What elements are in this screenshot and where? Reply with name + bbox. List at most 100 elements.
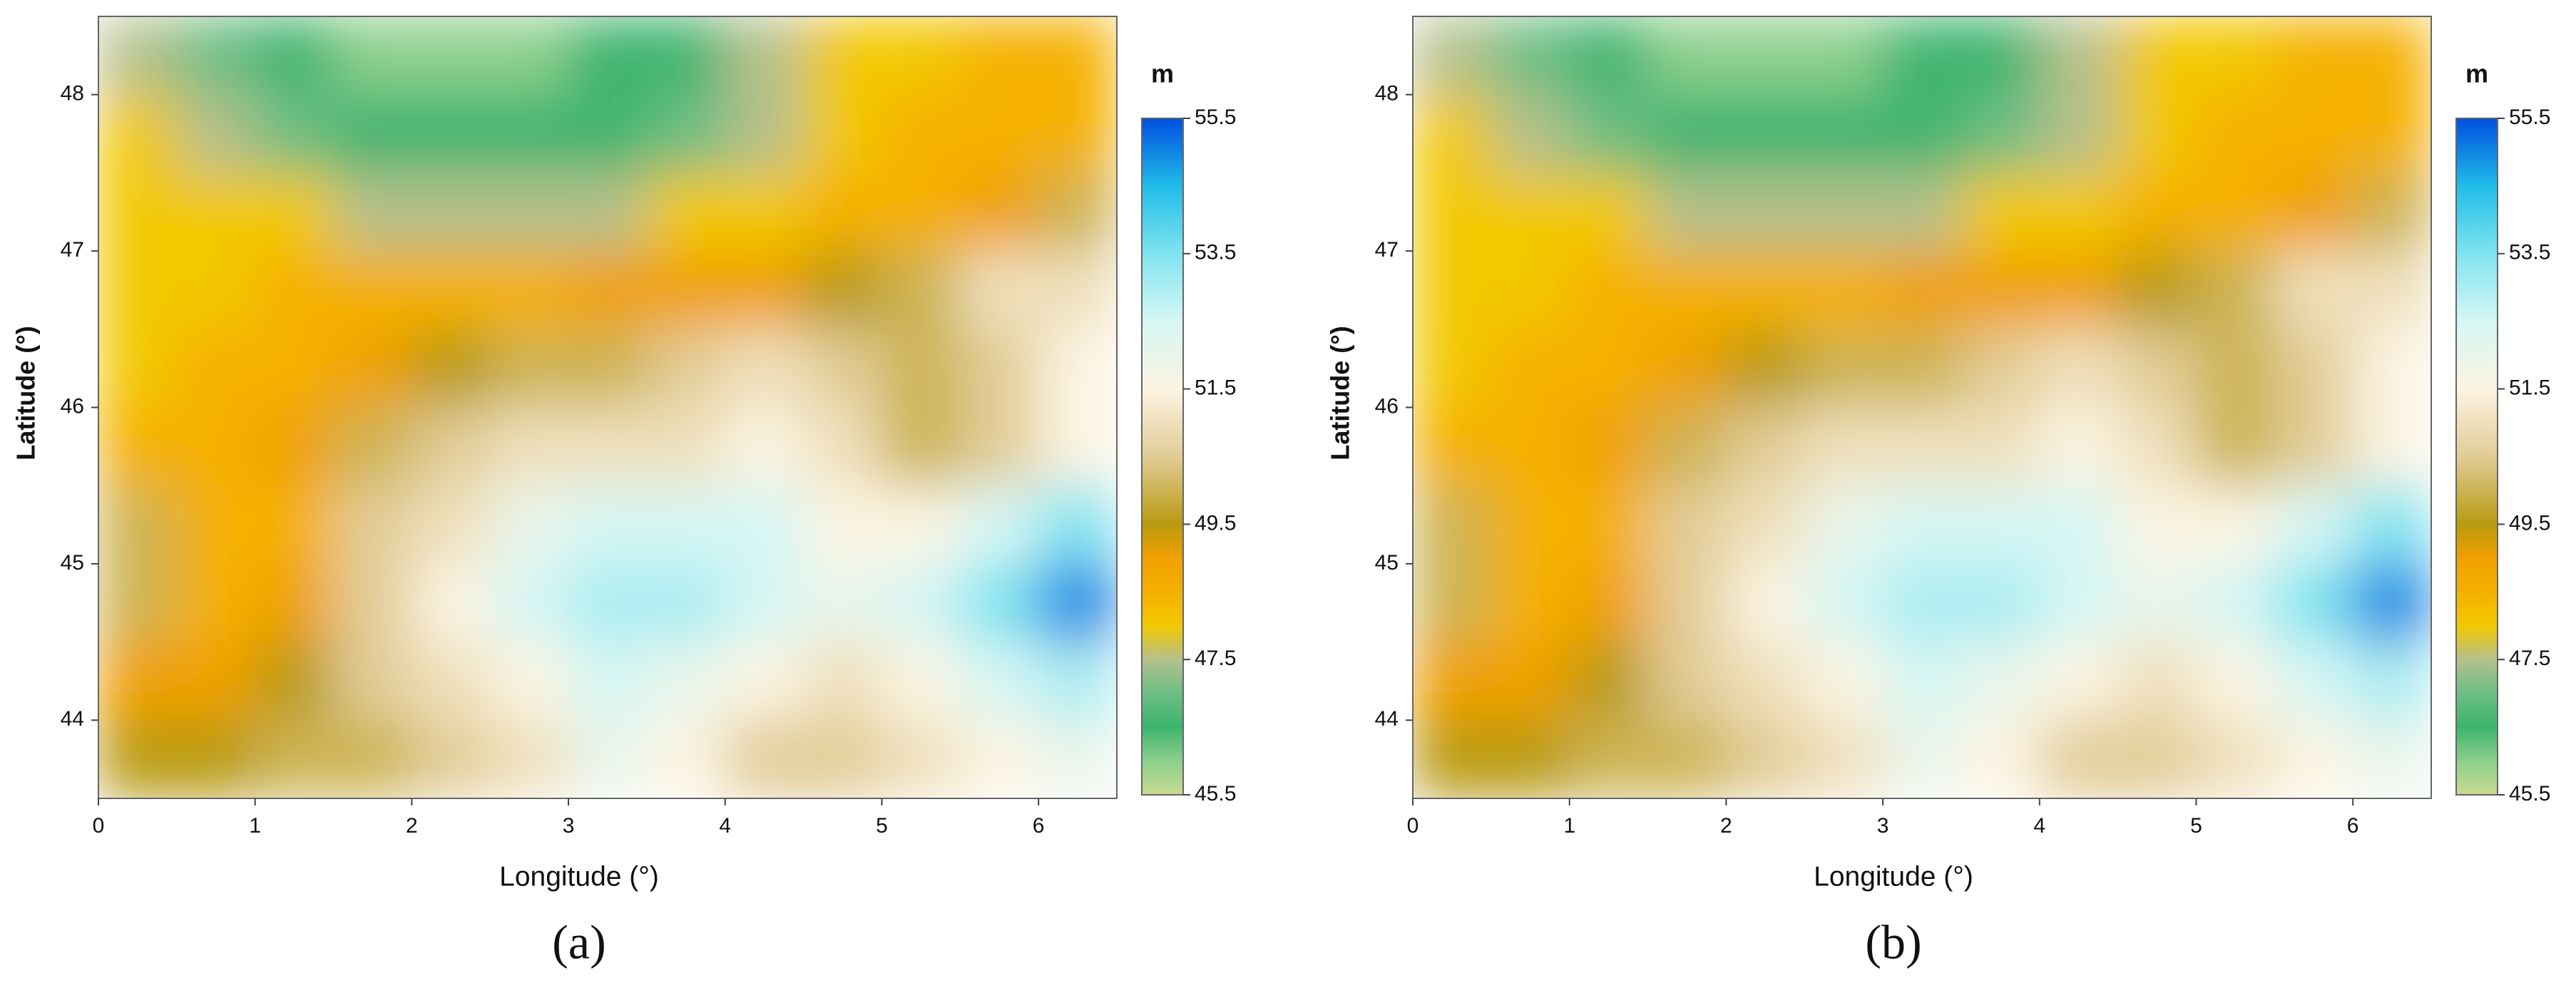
heatmap-cell <box>1804 172 1884 252</box>
heatmap-cell <box>489 94 569 173</box>
heatmap-cell <box>98 329 178 408</box>
heatmap-cell <box>489 250 569 330</box>
heatmap-cell <box>1491 407 1570 486</box>
y-tick-label: 45 <box>61 551 84 575</box>
heatmap-cell <box>1038 16 1117 96</box>
heatmap-cell <box>2117 642 2197 721</box>
heatmap-cell <box>1647 16 1727 96</box>
heatmap-cell <box>2117 94 2197 173</box>
heatmap-cell <box>1647 407 1727 486</box>
heatmap-cell <box>1647 719 1727 798</box>
heatmap-cell <box>568 250 648 330</box>
heatmap-cell <box>2274 485 2353 565</box>
heatmap-cell <box>2039 719 2119 798</box>
heatmap-cell <box>803 16 882 96</box>
heatmap-cell <box>1882 16 1962 96</box>
heatmap-cell <box>2352 16 2431 96</box>
heatmap-cell <box>1413 485 1492 565</box>
x-tick-label: 2 <box>1720 814 1732 838</box>
heatmap-cell <box>881 485 961 565</box>
heatmap-cell <box>2039 563 2119 643</box>
heatmap-cell <box>1647 94 1727 173</box>
heatmap-cell <box>881 172 961 252</box>
heatmap-cell <box>1647 250 1727 330</box>
heatmap-cell <box>568 719 648 798</box>
heatmap-cell <box>1725 407 1805 486</box>
x-tick-label: 0 <box>93 814 105 838</box>
heatmap-cell <box>803 407 882 486</box>
heatmap-cell <box>1413 329 1492 408</box>
heatmap-cell <box>803 485 882 565</box>
heatmap-cell <box>2274 16 2353 96</box>
heatmap-cell <box>881 250 961 330</box>
heatmap-cell <box>2039 485 2119 565</box>
y-axis-label: Latitude (°) <box>11 326 41 460</box>
heatmap-cell <box>646 172 726 252</box>
y-tick-label: 46 <box>1375 394 1399 418</box>
heatmap-cell <box>489 172 569 252</box>
heatmap-cell <box>2039 250 2119 330</box>
heatmap-cell <box>1961 250 2040 330</box>
y-axis-label: Latitude (°) <box>1326 326 1355 460</box>
heatmap-cell <box>568 172 648 252</box>
heatmap-cell <box>1491 563 1570 643</box>
heatmap-cell <box>176 16 256 96</box>
heatmap-cell <box>646 329 726 408</box>
heatmap-cell <box>1961 642 2040 721</box>
heatmap-cell <box>568 485 648 565</box>
y-tick-label: 48 <box>1375 82 1399 105</box>
heatmap-cell <box>1038 172 1117 252</box>
heatmap-cell <box>176 407 256 486</box>
heatmap-cell <box>2195 16 2275 96</box>
colorbar-tick-label: 47.5 <box>1195 647 1236 670</box>
heatmap-cell <box>1882 329 1962 408</box>
panel-label: (b) <box>1865 915 1921 969</box>
heatmap-cell <box>2352 485 2431 565</box>
heatmap-cell <box>2352 407 2431 486</box>
heatmap-cell <box>959 94 1039 173</box>
heatmap-cell <box>2274 94 2353 173</box>
heatmap-cell <box>1038 94 1117 173</box>
heatmap-cell <box>333 642 412 721</box>
heatmap-cell <box>1569 329 1649 408</box>
heatmap-cell <box>1804 485 1884 565</box>
heatmap-cell <box>1961 329 2040 408</box>
y-tick-label: 44 <box>61 707 84 731</box>
heatmap-cell <box>1882 485 1962 565</box>
heatmap-cell <box>2039 329 2119 408</box>
heatmap-cell <box>803 642 882 721</box>
heatmap-cell <box>2195 172 2275 252</box>
heatmap-cell <box>1569 16 1649 96</box>
heatmap-cell <box>2352 563 2431 643</box>
heatmap-cell <box>646 642 726 721</box>
heatmap-cell <box>489 719 569 798</box>
heatmap-cell <box>98 407 178 486</box>
heatmap-cell <box>881 94 961 173</box>
heatmap-cell <box>255 16 334 96</box>
colorbar-title: m <box>2465 59 2488 88</box>
heatmap-cell <box>725 563 804 643</box>
panel-label: (a) <box>552 915 605 969</box>
heatmap-cell <box>333 250 412 330</box>
heatmap-cell <box>2274 563 2353 643</box>
heatmap-cell <box>1961 16 2040 96</box>
heatmap-cell <box>725 16 804 96</box>
colorbar-tick-label: 53.5 <box>2509 241 2550 264</box>
heatmap-cell <box>255 563 334 643</box>
heatmap-cell <box>568 563 648 643</box>
heatmap-cell <box>98 250 178 330</box>
heatmap-cell <box>1882 642 1962 721</box>
heatmap-cell <box>176 250 256 330</box>
heatmap-cell <box>1491 485 1570 565</box>
heatmap-cell <box>1961 485 2040 565</box>
heatmap-cell <box>1647 563 1727 643</box>
x-tick-label: 5 <box>2190 814 2202 838</box>
heatmap-cell <box>1038 563 1117 643</box>
heatmap-cell <box>568 94 648 173</box>
heatmap-cell <box>2352 719 2431 798</box>
colorbar-tick-label: 55.5 <box>2509 105 2550 129</box>
heatmap-cell <box>1882 250 1962 330</box>
y-tick-label: 47 <box>1375 238 1399 262</box>
